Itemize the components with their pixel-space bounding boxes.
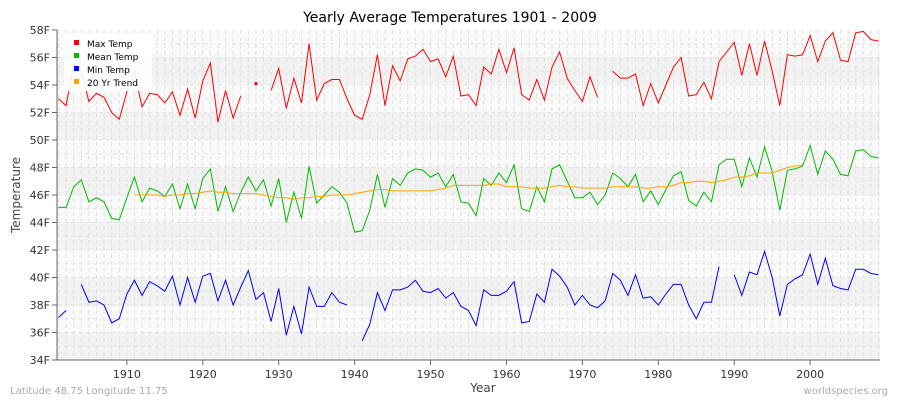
min-temp-line	[58, 310, 67, 318]
min-temp-line	[733, 249, 879, 317]
legend: Max Temp Mean Temp Min Temp 20 Yr Trend	[64, 33, 152, 91]
location-caption: Latitude 48.75 Longitude 11.75	[10, 386, 168, 397]
legend-box	[64, 33, 152, 91]
y-tick-label: 36F	[30, 327, 50, 340]
y-tick-label: 34F	[30, 354, 50, 367]
x-tick-label: 1960	[492, 368, 520, 381]
y-tick-label: 50F	[30, 134, 50, 147]
x-tick-label: 1980	[644, 368, 672, 381]
20-yr-trend-line	[134, 164, 803, 200]
y-tick-label: 44F	[30, 217, 50, 230]
x-tick-label: 1970	[568, 368, 596, 381]
legend-label: Max Temp	[87, 40, 133, 50]
x-tick-label: 1950	[417, 368, 445, 381]
y-axis-label: Temperature	[9, 157, 23, 234]
max-temp-line	[270, 43, 599, 121]
legend-swatch	[74, 40, 79, 45]
y-tick-label: 48F	[30, 162, 50, 175]
chart-title: Yearly Average Temperatures 1901 - 2009	[302, 10, 597, 26]
y-tick-label: 38F	[30, 299, 50, 312]
legend-label: Min Temp	[87, 66, 130, 76]
y-tick-label: 52F	[30, 107, 50, 120]
source-caption: worldspecies.org	[803, 386, 888, 397]
legend-label: Mean Temp	[87, 53, 139, 63]
legend-label: 20 Yr Trend	[87, 79, 138, 89]
x-tick-label: 1920	[189, 368, 217, 381]
y-tick-label: 56F	[30, 52, 50, 65]
y-tick-label: 58F	[30, 24, 50, 37]
max-temp-line	[58, 61, 242, 123]
legend-swatch	[74, 66, 79, 71]
x-axis-label: Year	[469, 381, 495, 395]
x-tick-label: 1910	[113, 368, 141, 381]
min-temp-line	[361, 266, 720, 341]
y-tick-label: 46F	[30, 189, 50, 202]
x-tick-label: 2000	[796, 368, 824, 381]
y-tick-label: 40F	[30, 272, 50, 285]
max-temp-line	[612, 30, 879, 108]
legend-swatch	[74, 53, 79, 58]
mean-temp-line	[58, 143, 879, 233]
x-tick-label: 1940	[341, 368, 369, 381]
legend-swatch	[74, 79, 79, 84]
y-tick-label: 54F	[30, 79, 50, 92]
max-temp-point	[254, 82, 258, 86]
x-tick-label: 1990	[720, 368, 748, 381]
x-tick-label: 1930	[265, 368, 293, 381]
min-temp-line	[80, 269, 348, 336]
y-tick-label: 42F	[30, 244, 50, 257]
